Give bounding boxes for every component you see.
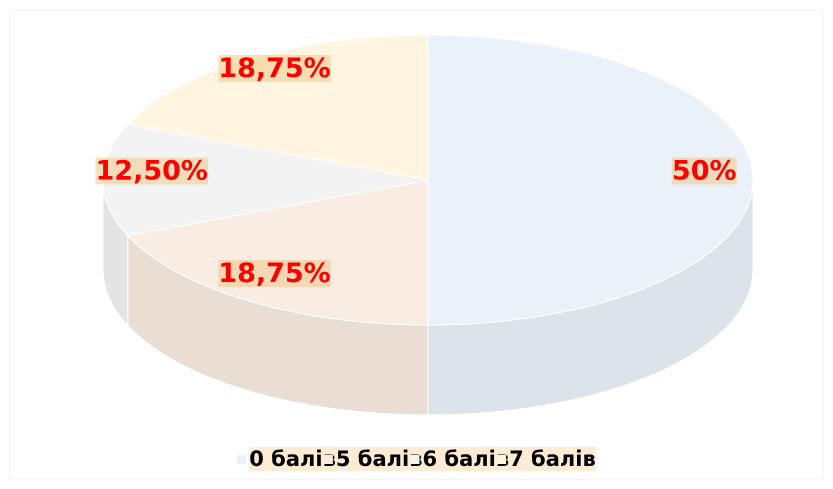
slice bbox=[126, 179, 429, 326]
slice bbox=[427, 34, 754, 326]
legend-bg bbox=[422, 447, 510, 471]
legend-marker bbox=[410, 455, 420, 464]
legend-bg bbox=[335, 447, 423, 471]
data-label: 18,75% bbox=[218, 53, 330, 84]
legend-label: 0 балів bbox=[249, 447, 336, 471]
data-label-group: 12,50% bbox=[95, 156, 208, 187]
data-label-group: 50% bbox=[671, 156, 737, 187]
legend-bg bbox=[249, 447, 336, 471]
data-label-group: 18,75% bbox=[218, 258, 331, 289]
legend-label: 6 балів bbox=[423, 447, 510, 471]
legend-marker bbox=[323, 455, 333, 464]
data-label-bg bbox=[218, 259, 331, 287]
data-label: 18,75% bbox=[218, 258, 330, 289]
data-label: 50% bbox=[672, 156, 737, 187]
legend-marker bbox=[237, 455, 247, 464]
data-label-bg bbox=[95, 157, 208, 185]
data-label: 12,50% bbox=[96, 156, 208, 187]
data-label-group: 18,75% bbox=[218, 53, 331, 84]
legend-bg bbox=[509, 447, 596, 471]
legend-marker bbox=[497, 455, 507, 464]
legend: 0 балів 5 балів 6 балів 7 балів bbox=[237, 447, 596, 471]
data-label-bg bbox=[218, 55, 331, 83]
legend-label: 7 балів bbox=[509, 447, 596, 471]
data-label-bg bbox=[671, 157, 737, 185]
legend-label: 5 балів bbox=[336, 447, 423, 471]
